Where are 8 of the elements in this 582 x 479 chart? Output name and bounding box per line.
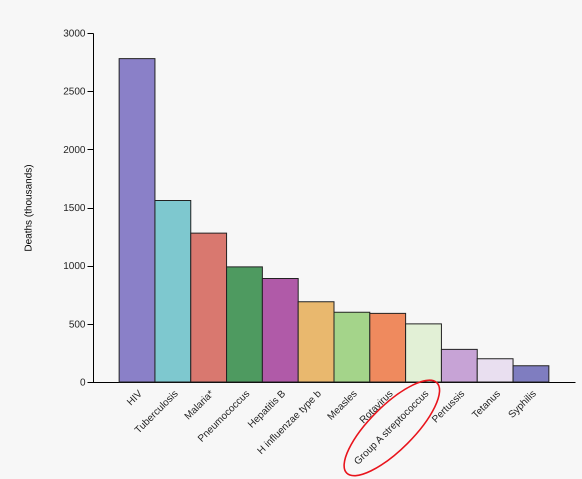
y-tick-label: 1500	[63, 203, 86, 214]
y-tick-label: 2000	[63, 144, 86, 156]
y-tick-label: 0	[80, 378, 86, 388]
y-tick-label: 3000	[63, 28, 86, 40]
y-tick-label: 2500	[63, 86, 86, 98]
y-tick-label: 1000	[63, 261, 86, 272]
y-axis-title: Deaths (thousands)	[23, 164, 34, 252]
y-tick-label: 500	[68, 319, 86, 330]
